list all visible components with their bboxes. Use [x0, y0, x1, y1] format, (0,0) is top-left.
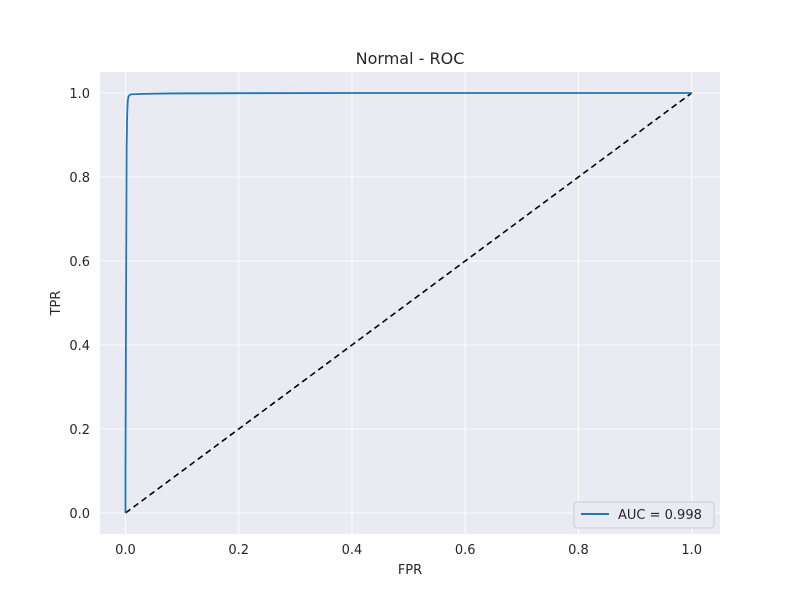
- y-tick-label: 0.4: [69, 339, 90, 354]
- y-axis-label: TPR: [49, 291, 64, 317]
- y-tick-label: 1.0: [69, 87, 90, 102]
- x-tick-labels: 0.0 0.2 0.4 0.6 0.8 1.0: [115, 543, 702, 558]
- series-layer: [124, 92, 693, 514]
- legend: AUC = 0.998: [573, 501, 715, 529]
- x-tick-label: 0.4: [342, 543, 363, 558]
- y-tick-label: 0.6: [69, 255, 90, 270]
- y-tick-label: 0.2: [69, 423, 90, 438]
- legend-box: [573, 501, 715, 529]
- y-tick-label: 0.0: [69, 507, 90, 522]
- chance-diagonal-line: [125, 92, 693, 514]
- x-gridlines: [124, 72, 693, 534]
- x-tick-label: 0.0: [115, 543, 136, 558]
- chart-title: Normal - ROC: [356, 49, 465, 68]
- roc-curve-line: [124, 92, 692, 513]
- x-tick-label: 1.0: [681, 543, 702, 558]
- x-tick-label: 0.8: [568, 543, 589, 558]
- legend-label: AUC = 0.998: [618, 508, 702, 523]
- y-tick-labels: 0.0 0.2 0.4 0.6 0.8 1.0: [69, 87, 90, 522]
- x-tick-label: 0.6: [455, 543, 476, 558]
- x-tick-label: 0.2: [228, 543, 249, 558]
- y-tick-label: 0.8: [69, 171, 90, 186]
- x-axis-label: FPR: [398, 563, 422, 578]
